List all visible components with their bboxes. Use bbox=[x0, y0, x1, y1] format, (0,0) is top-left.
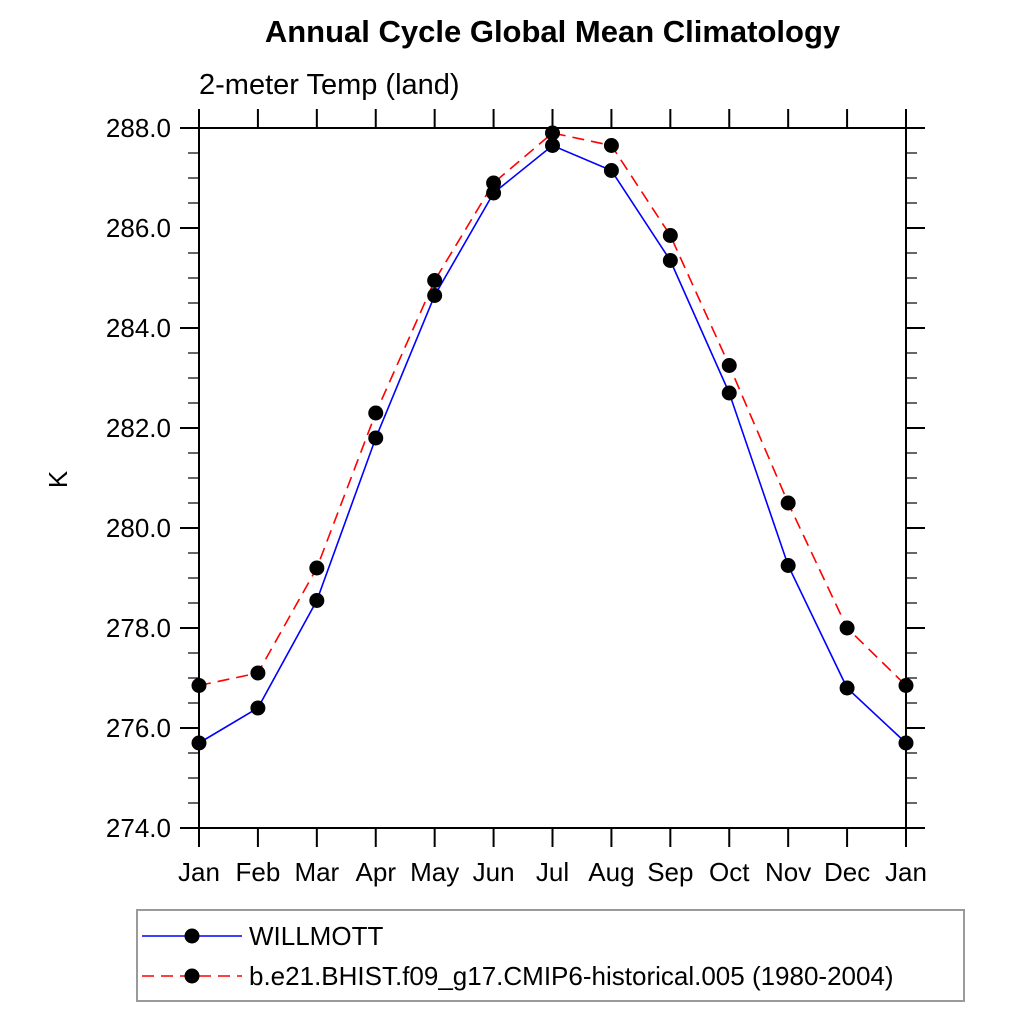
series-line-0 bbox=[198, 144, 907, 744]
data-point-marker bbox=[368, 405, 384, 421]
data-point-marker bbox=[662, 253, 678, 268]
y-axis-tick-label: 280.0 bbox=[106, 513, 171, 543]
data-point-marker bbox=[191, 678, 207, 693]
y-axis-tick-label: 282.0 bbox=[106, 413, 171, 443]
data-point-marker bbox=[603, 138, 619, 153]
x-axis-tick-label: Nov bbox=[765, 857, 811, 887]
data-point-marker bbox=[545, 138, 560, 153]
data-point-marker bbox=[368, 430, 384, 446]
data-point-marker bbox=[780, 558, 796, 573]
chart-subtitle: 2-meter Temp (land) bbox=[199, 69, 460, 101]
data-point-marker bbox=[427, 288, 443, 303]
data-point-marker bbox=[309, 593, 325, 608]
x-axis-tick-label: Sep bbox=[647, 857, 693, 887]
data-point-marker bbox=[250, 665, 266, 681]
data-point-marker bbox=[898, 735, 914, 751]
y-axis-tick-label: 276.0 bbox=[106, 713, 171, 743]
data-point-marker bbox=[250, 700, 266, 716]
x-axis-tick-label: Mar bbox=[294, 857, 339, 887]
y-axis-tick-label: 274.0 bbox=[106, 813, 171, 843]
data-point-marker bbox=[721, 358, 737, 373]
x-axis-tick-label: Oct bbox=[709, 857, 750, 887]
y-axis-tick-label: 284.0 bbox=[106, 313, 171, 343]
x-axis-tick-label: Apr bbox=[356, 857, 397, 887]
x-axis-tick-label: Jan bbox=[178, 857, 220, 887]
data-point-marker bbox=[780, 495, 796, 511]
data-point-marker bbox=[427, 273, 443, 288]
legend-item-willmott: WILLMOTT bbox=[138, 916, 963, 956]
x-axis-tick-label: Jan bbox=[885, 857, 927, 887]
data-point-marker bbox=[839, 680, 855, 696]
plot-frame bbox=[198, 127, 907, 829]
data-point-marker bbox=[545, 125, 560, 141]
chart-title: Annual Cycle Global Mean Climatology bbox=[264, 14, 841, 49]
x-axis-tick-label: Jul bbox=[536, 857, 569, 887]
x-axis-tick-label: Jun bbox=[473, 857, 515, 887]
data-point-marker bbox=[839, 620, 855, 636]
legend-box: WILLMOTT b.e21.BHIST.f09_g17.CMIP6-histo… bbox=[136, 909, 965, 1002]
y-axis-tick-label: 288.0 bbox=[106, 113, 171, 143]
legend-label-model: b.e21.BHIST.f09_g17.CMIP6-historical.005… bbox=[249, 960, 894, 991]
legend-label-willmott: WILLMOTT bbox=[249, 920, 384, 951]
x-axis-tick-label: Dec bbox=[824, 857, 870, 887]
data-point-marker bbox=[898, 678, 914, 693]
legend-swatch-solid-line-icon bbox=[142, 928, 242, 944]
x-axis-tick-label: Feb bbox=[236, 857, 281, 887]
x-axis-tick-label: Aug bbox=[588, 857, 634, 887]
data-point-marker bbox=[486, 175, 502, 191]
data-point-marker bbox=[309, 560, 325, 576]
data-point-marker bbox=[191, 735, 207, 751]
data-point-marker bbox=[603, 163, 619, 178]
y-axis-tick-label: 286.0 bbox=[106, 213, 171, 243]
series-line-1 bbox=[198, 132, 907, 687]
legend-swatch-dashed-line-icon bbox=[142, 968, 242, 984]
data-point-marker bbox=[662, 228, 678, 243]
legend-item-model: b.e21.BHIST.f09_g17.CMIP6-historical.005… bbox=[138, 956, 963, 996]
data-point-marker bbox=[721, 385, 737, 401]
x-axis-tick-label: May bbox=[410, 857, 459, 887]
y-axis-tick-label: 278.0 bbox=[106, 613, 171, 643]
